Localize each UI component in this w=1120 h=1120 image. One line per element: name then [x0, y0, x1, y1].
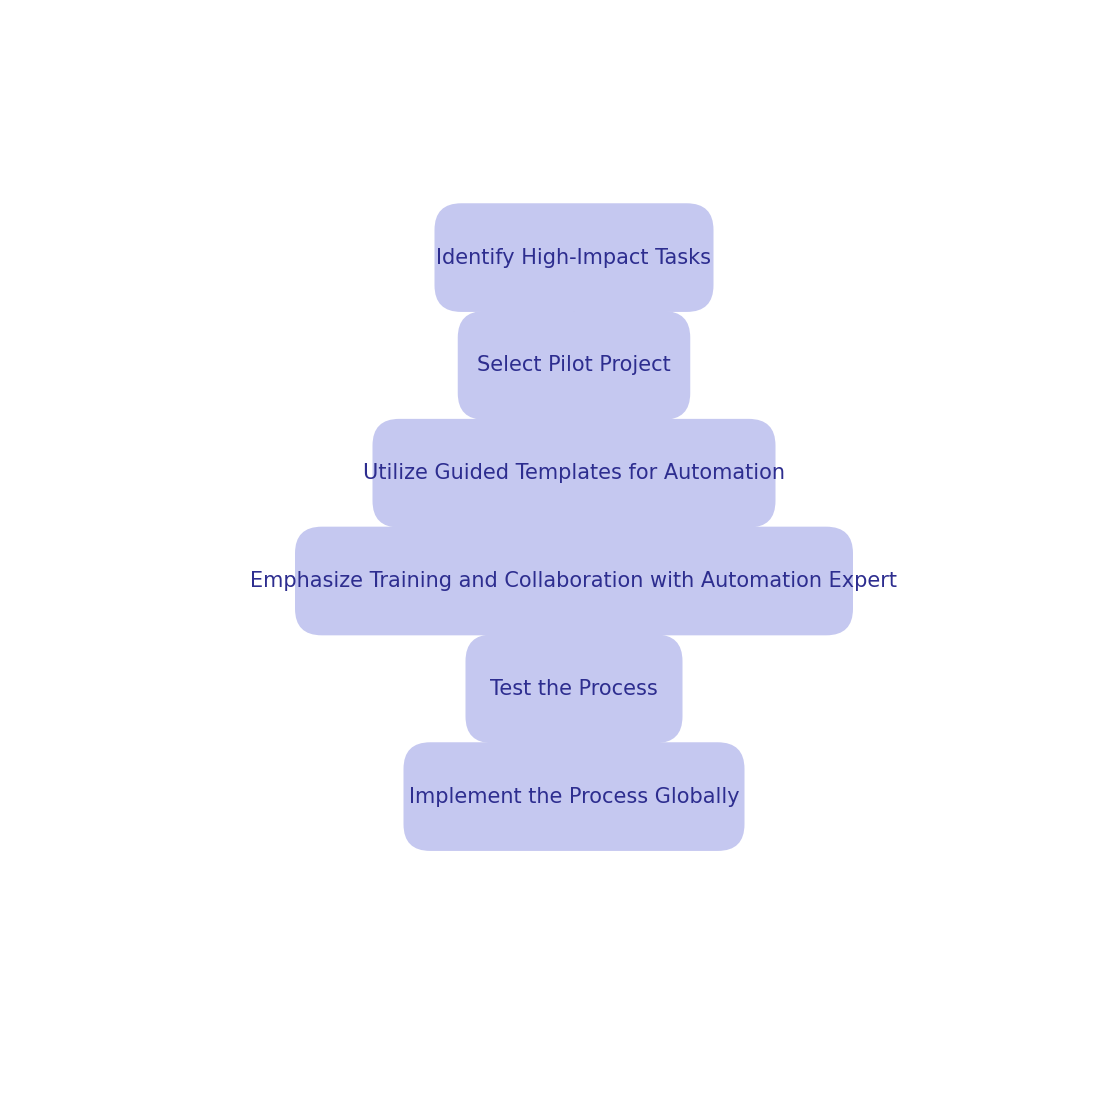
- Text: Implement the Process Globally: Implement the Process Globally: [409, 786, 739, 806]
- Text: Test the Process: Test the Process: [491, 679, 657, 699]
- FancyBboxPatch shape: [435, 203, 713, 312]
- FancyBboxPatch shape: [403, 743, 745, 851]
- Text: Utilize Guided Templates for Automation: Utilize Guided Templates for Automation: [363, 464, 785, 483]
- Text: Select Pilot Project: Select Pilot Project: [477, 355, 671, 375]
- FancyBboxPatch shape: [373, 419, 775, 528]
- FancyBboxPatch shape: [466, 634, 682, 744]
- Text: Identify High-Impact Tasks: Identify High-Impact Tasks: [437, 248, 711, 268]
- Text: Emphasize Training and Collaboration with Automation Expert: Emphasize Training and Collaboration wit…: [251, 571, 897, 591]
- FancyBboxPatch shape: [295, 526, 853, 635]
- FancyBboxPatch shape: [458, 311, 690, 420]
